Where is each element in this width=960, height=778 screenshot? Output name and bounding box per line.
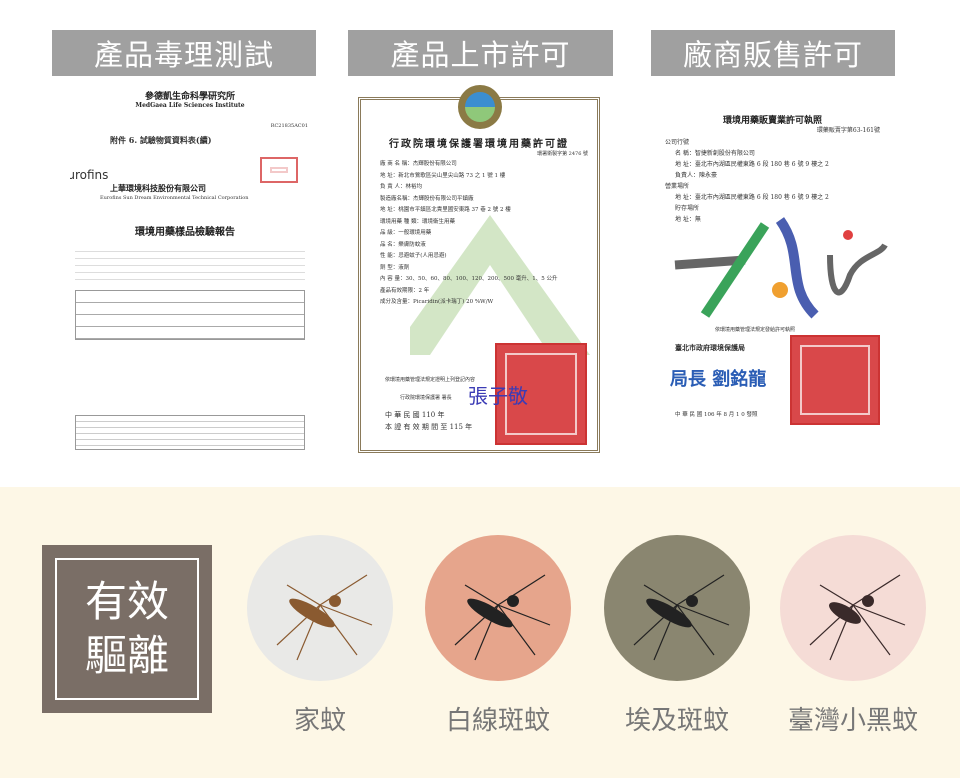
detail-row: 名 稱：智捷新創股份有限公司 (675, 150, 755, 157)
header-sales-permit: 廠商販售許可 (651, 30, 895, 76)
header-market-permit: 產品上市許可 (348, 30, 613, 76)
license-number: 環藥販賣字第63-161號 (816, 127, 880, 134)
issue-date: 中 華 民 國 106 年 8 月 1 0 發照 (675, 412, 758, 418)
detail-row: 負 責 人：林裕均 (380, 184, 422, 190)
detail-row: 公司行號 (665, 139, 690, 146)
detail-row: 負責人：陳永豪 (675, 172, 718, 179)
detail-row: 貯存場所 (675, 205, 700, 212)
permit-number: 環署衛製字第 2476 號 (537, 151, 588, 157)
epa-watermark (410, 215, 590, 355)
detail-row: 性 能：忌避蚊子(人用忌避) (380, 253, 447, 259)
detail-row: 產品有效期限：2 年 (380, 287, 430, 294)
mosquito-label: 白線斑蚊 (445, 706, 550, 736)
detail-row: 環境用藥 種 類：環境衛生用藥 (380, 218, 455, 225)
valid-until: 本 證 有 效 期 間 至 115 年 (385, 423, 473, 431)
results-table (75, 290, 305, 340)
toxicology-report: 參德凱生命科學研究所 MedGaea Life Sciences Institu… (70, 85, 310, 455)
detail-row: 地 址：新北市鶯歌區尖山里尖山路 73 之 1 號 1 樓 (380, 172, 506, 179)
detail-row: 地 址：臺北市內湖區民權東路 6 段 180 巷 6 號 9 樓之 2 (675, 161, 829, 168)
license-footer: 依環境用藥管理法規定發給許可執照 (715, 327, 796, 333)
license-details: 公司行號名 稱：智捷新創股份有限公司地 址：臺北市內湖區民權東路 6 段 180… (665, 137, 829, 225)
certificate-details: 廠 商 名 稱：杰輝股份有限公司地 址：新北市鶯歌區尖山里尖山路 73 之 1 … (380, 159, 557, 309)
attachment-title: 附件 6. 試驗物質資料表(續) (110, 135, 212, 145)
detail-row: 內 容 量：30、50、60、80、100、120、200、500 毫升、1、5… (380, 276, 558, 282)
company-name: 上華環境科技股份有限公司 (110, 183, 206, 193)
detail-row: 營業場所 (665, 183, 690, 190)
signature: 局長 劉銘龍 (670, 369, 767, 390)
mosquito-photo (604, 535, 750, 681)
mosquito-photo (425, 535, 571, 681)
signature: 張子敬 (468, 384, 528, 408)
report-title: 環境用藥樣品檢驗報告 (135, 227, 235, 238)
institute-name-en: MedGaea Life Sciences Institute (135, 102, 245, 109)
detail-row: 地 址：臺北市內湖區民權東路 6 段 180 巷 6 號 9 樓之 2 (675, 194, 829, 201)
institute-name: 參德凱生命科學研究所 (144, 92, 235, 102)
market-permit-certificate: 行政院環境保護署環境用藥許可證 環署衛製字第 2476 號 廠 商 名 稱：杰輝… (350, 85, 608, 458)
detail-row: 品 級：一般環境用藥 (380, 230, 432, 236)
detail-row: 成分及含量：Picaridin(派卡瑞丁) 20 %W/W (380, 299, 494, 305)
certificate-title: 行政院環境保護署環境用藥許可證 (389, 139, 569, 150)
report-details (75, 245, 305, 285)
mosquito-photo (780, 535, 926, 681)
detail-row: 製造廠名稱：杰輝股份有限公司平鎮廠 (380, 195, 474, 202)
mosquito-label: 家蚊 (293, 706, 346, 736)
detail-row: 地 址：無 (675, 216, 701, 223)
epa-emblem-icon (458, 85, 502, 129)
official-seal-icon (495, 343, 587, 445)
mosquito-label: 臺灣小黑蚊 (787, 706, 918, 736)
issuer: 臺北市政府環境保護局 (675, 343, 745, 352)
mosquito-label: 埃及斑蚊 (624, 706, 729, 736)
detail-row: 地 址：桃園市平鎮區北貴里國安東路 37 巷 2 號 2 樓 (380, 207, 511, 213)
ref-number: RC21835AC01 (270, 123, 308, 129)
issuer: 行政院環境保護署 署長 (400, 395, 452, 401)
issue-date: 中 華 民 國 110 年 (385, 411, 445, 419)
certificate-footer: 依環境用藥管理法規定證明上列登記內容 (385, 377, 476, 383)
mosquito-photo (247, 535, 393, 681)
official-seal-icon (790, 335, 880, 425)
badge-line2: 驅離 (84, 631, 169, 680)
notes-box (75, 415, 305, 450)
detail-row: 品 名：樂膚防蚊液 (380, 241, 426, 248)
company-name-en: Eurofins Sun Dream Environmental Technic… (100, 195, 249, 201)
header-toxicology: 產品毒理測試 (52, 30, 316, 76)
detail-row: 劑 型：液劑 (380, 264, 410, 271)
badge-line1: 有效 (84, 577, 169, 626)
sales-permit-license: 環境用藥販賣業許可執照 環藥販賣字第63-161號 公司行號名 稱：智捷新創股份… (645, 85, 900, 455)
effective-repel-badge: 有效 驅離 (42, 545, 212, 713)
license-title: 環境用藥販賣業許可執照 (722, 116, 822, 126)
eurofins-logo: eurofins (70, 168, 109, 182)
taipei-logo (674, 217, 888, 319)
seal-icon (260, 157, 298, 183)
detail-row: 廠 商 名 稱：杰輝股份有限公司 (380, 161, 457, 167)
